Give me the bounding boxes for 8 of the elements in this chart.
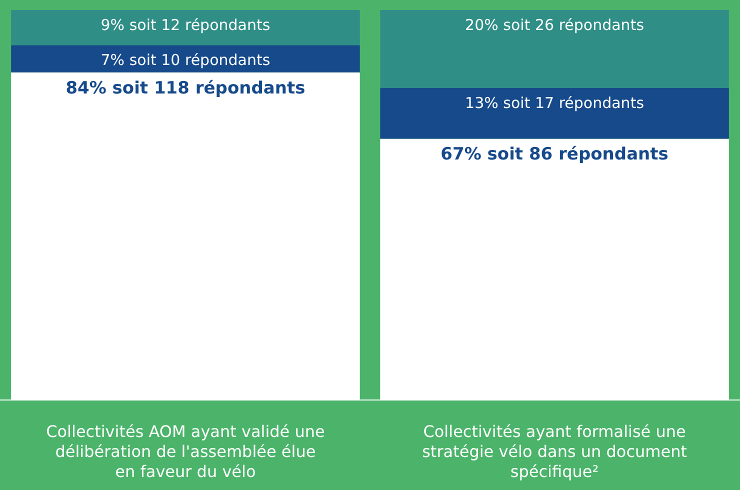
x-tick-label: Collectivités AOM ayant validé une délibération de l'assemblée élue en faveur du vélo <box>46 422 325 481</box>
data-label: 20% soit 26 répondants <box>465 16 644 34</box>
data-label: 7% soit 10 répondants <box>100 51 270 70</box>
data-label: 84% soit 118 répondants <box>66 78 306 98</box>
data-label: 9% soit 12 répondants <box>100 16 270 34</box>
x-tick-label: Collectivités ayant formalisé une stratégie vélo dans un document spécifique² <box>422 422 687 481</box>
data-label: 13% soit 17 répondants <box>465 94 644 112</box>
data-label: 67% soit 86 répondants <box>440 144 668 165</box>
